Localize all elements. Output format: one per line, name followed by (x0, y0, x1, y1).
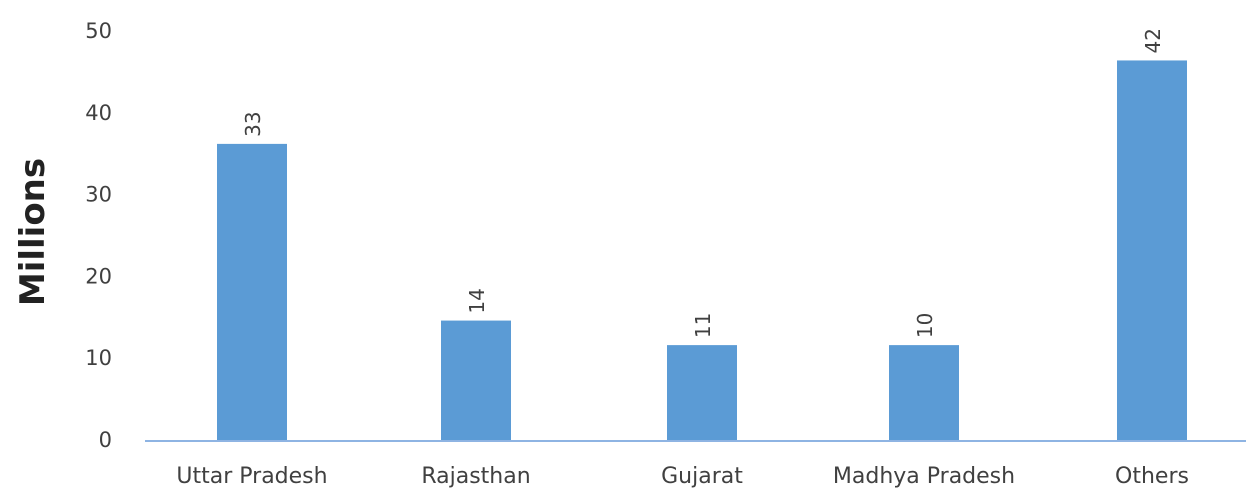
data-label: 42 (1141, 28, 1165, 53)
data-label: 33 (241, 111, 265, 136)
bar (1117, 60, 1187, 441)
y-tick-label: 20 (85, 264, 112, 288)
bar (441, 320, 511, 440)
y-tick-label: 50 (85, 19, 112, 43)
bar (889, 345, 959, 440)
category-label: Rajasthan (421, 464, 530, 489)
y-tick-label: 30 (85, 183, 112, 207)
category-label: Madhya Pradesh (833, 464, 1015, 489)
y-axis-ticks: 0 10 20 30 40 50 (85, 19, 112, 452)
data-label: 10 (913, 313, 937, 338)
y-tick-label: 40 (85, 101, 112, 125)
bar-series (217, 60, 1187, 441)
data-labels: 33 14 11 10 42 (241, 28, 1165, 338)
data-label: 11 (691, 313, 715, 338)
x-axis-category-labels: Uttar Pradesh Rajasthan Gujarat Madhya Prad… (176, 464, 1189, 489)
category-label: Gujarat (661, 464, 743, 489)
category-label: Others (1115, 464, 1189, 489)
bar (217, 143, 287, 440)
category-label: Uttar Pradesh (176, 464, 327, 489)
y-axis-title: Millions (13, 158, 53, 306)
data-label: 14 (465, 288, 489, 313)
y-tick-label: 10 (85, 346, 112, 370)
bar (667, 345, 737, 440)
y-tick-label: 0 (99, 428, 112, 452)
